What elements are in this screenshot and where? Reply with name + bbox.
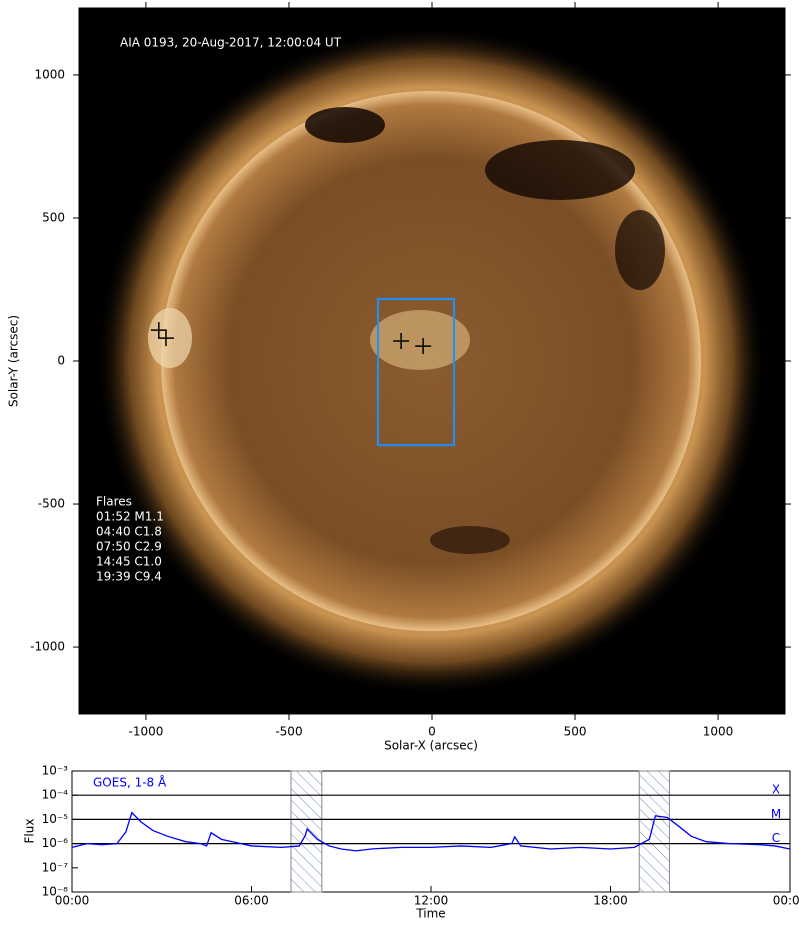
coronal-hole: [615, 210, 665, 290]
y-tick-label: 1000: [34, 67, 65, 81]
plot-frame: [71, 770, 791, 893]
x-tick-label: 00:00: [55, 894, 90, 908]
active-region: [370, 310, 470, 370]
y-tick-label: 10⁻⁶: [42, 836, 69, 850]
flux-line: [71, 811, 791, 852]
y-tick-label: 10⁻⁴: [42, 788, 69, 802]
flare-entry: 04:40 C1.8: [96, 525, 162, 539]
y-tick-label: 10⁻³: [42, 764, 69, 778]
region-box: [376, 297, 456, 447]
y-tick-label: 10⁻⁸: [42, 885, 69, 899]
flares-title: Flares: [96, 495, 132, 509]
x-tick-label: -500: [275, 725, 302, 739]
coronal-hole: [430, 526, 510, 554]
x-tick-label: 0: [428, 725, 436, 739]
y-tick-label: -500: [38, 497, 65, 511]
class-label: C: [772, 831, 780, 845]
flare-interval: [638, 770, 670, 893]
x-tick-label: 06:00: [234, 894, 269, 908]
y-tick-label: 500: [42, 210, 65, 224]
coronal-hole: [305, 107, 385, 143]
y-tick-label: 10⁻⁷: [42, 860, 69, 874]
y-tick-label: -1000: [30, 640, 65, 654]
y-axis-label: Flux: [23, 819, 37, 844]
flare-marker: [393, 332, 410, 349]
flare-entry: 07:50 C2.9: [96, 540, 162, 554]
x-axis-label: Time: [415, 907, 445, 921]
x-tick-label: 00:00: [773, 894, 799, 908]
y-axis-label: Solar-Y (arcsec): [7, 315, 21, 407]
sun: [96, 26, 766, 696]
image-annotation: AIA 0193, 20-Aug-2017, 12:00:04 UT: [120, 36, 342, 50]
x-tick-label: 1000: [703, 725, 734, 739]
x-tick-label: -1000: [129, 725, 164, 739]
x-axis-label: Solar-X (arcsec): [384, 739, 478, 753]
flare-entry: 19:39 C9.4: [96, 570, 162, 584]
x-tick-label: 12:00: [414, 894, 449, 908]
y-tick-label: 0: [57, 354, 65, 368]
flare-entry: 14:45 C1.0: [96, 555, 162, 569]
x-tick-label: 500: [564, 725, 587, 739]
x-tick-label: 18:00: [593, 894, 628, 908]
legend-entry: GOES, 1-8 Å: [93, 775, 167, 790]
y-tick-label: 10⁻⁵: [42, 812, 69, 826]
flare-marker: [150, 322, 167, 339]
coronal-hole: [485, 140, 635, 200]
class-label: X: [772, 783, 780, 797]
class-label: M: [771, 807, 781, 821]
flare-entry: 01:52 M1.1: [96, 510, 164, 524]
flare-marker: [157, 330, 174, 347]
flare-marker: [415, 338, 432, 355]
